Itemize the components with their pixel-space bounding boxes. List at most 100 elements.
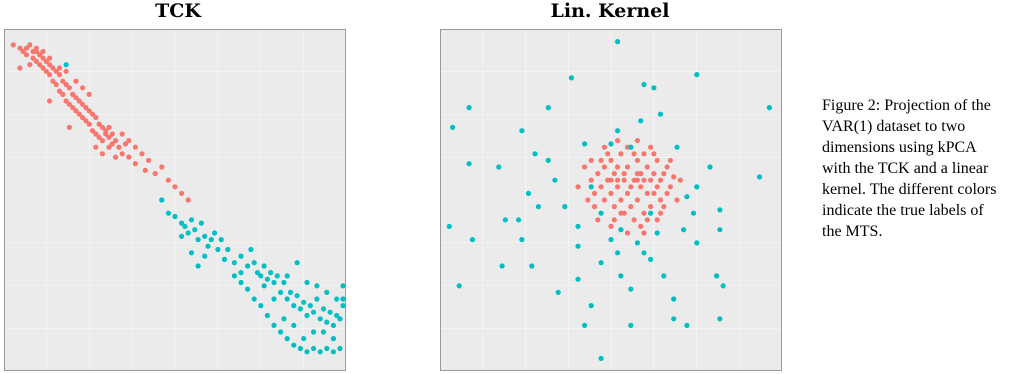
- tck-point-series-1: [126, 138, 132, 144]
- tck-point-series-2: [202, 253, 208, 259]
- lin-kernel-point-series-1: [641, 151, 647, 157]
- tck-point-series-1: [93, 144, 99, 150]
- lin-kernel-point-series-2: [575, 276, 581, 282]
- lin-kernel-point-series-1: [638, 184, 644, 190]
- tck-point-series-2: [215, 246, 221, 253]
- tck-point-series-2: [63, 62, 69, 68]
- tck-point-series-1: [53, 81, 59, 88]
- tck-point-series-1: [132, 144, 138, 150]
- lin-kernel-point-series-2: [588, 303, 594, 309]
- tck-point-series-2: [324, 319, 330, 325]
- lin-kernel-point-series-1: [628, 204, 634, 210]
- lin-kernel-point-series-1: [618, 197, 624, 203]
- tck-point-series-1: [33, 58, 39, 64]
- tck-point-series-1: [33, 48, 39, 55]
- lin-kernel-point-series-1: [624, 164, 631, 170]
- tck-point-series-2: [294, 293, 300, 299]
- tck-point-series-2: [245, 263, 251, 269]
- tck-point-series-2: [324, 289, 330, 295]
- tck-point-series-2: [212, 230, 218, 236]
- tck-point-series-2: [264, 312, 270, 319]
- chart-title-lin-kernel: Lin. Kernel: [550, 0, 670, 22]
- lin-kernel-point-series-2: [575, 223, 581, 229]
- lin-kernel-point-series-2: [519, 128, 525, 134]
- lin-kernel-point-series-1: [601, 197, 607, 203]
- lin-kernel-point-series-2: [641, 250, 647, 256]
- lin-kernel-point-series-1: [651, 151, 657, 157]
- tck-point-series-2: [261, 283, 267, 289]
- lin-kernel-point-series-1: [601, 164, 607, 170]
- tck-point-series-1: [126, 154, 132, 160]
- tck-point-series-1: [73, 78, 79, 84]
- tck-point-series-1: [27, 62, 33, 68]
- tck-point-series-1: [23, 45, 30, 51]
- lin-kernel-point-series-1: [615, 164, 621, 170]
- tck-point-series-2: [268, 270, 274, 276]
- tck-point-series-2: [264, 276, 270, 282]
- lin-kernel-point-series-2: [661, 273, 667, 279]
- tck-point-series-2: [301, 336, 307, 342]
- lin-kernel-point-series-1: [667, 184, 673, 190]
- tck-point-series-2: [337, 316, 343, 322]
- lin-kernel-point-series-1: [611, 217, 617, 223]
- lin-kernel-point-series-1: [628, 184, 634, 190]
- lin-kernel-point-series-1: [661, 171, 667, 177]
- lin-kernel-point-series-2: [694, 72, 700, 78]
- lin-kernel-point-series-2: [552, 177, 558, 183]
- tck-point-series-1: [27, 42, 33, 48]
- tck-point-series-1: [119, 131, 125, 137]
- lin-kernel-point-series-2: [615, 39, 621, 45]
- tck-point-series-1: [172, 184, 178, 190]
- lin-kernel-point-series-2: [657, 111, 664, 117]
- tck-point-series-1: [50, 78, 56, 84]
- tck-point-series-2: [258, 303, 264, 309]
- tck-point-series-2: [317, 316, 323, 322]
- lin-kernel-point-series-1: [651, 190, 657, 196]
- tck-point-series-2: [179, 220, 185, 226]
- tck-point-series-1: [109, 131, 115, 137]
- tck-point-series-1: [106, 124, 112, 130]
- tck-point-series-2: [238, 253, 244, 259]
- tck-point-series-1: [20, 48, 26, 55]
- tck-point-series-1: [60, 78, 66, 84]
- tck-point-series-1: [63, 68, 69, 74]
- lin-kernel-point-series-1: [608, 177, 614, 183]
- lin-kernel-point-series-2: [618, 273, 624, 279]
- lin-kernel-point-series-2: [525, 190, 532, 196]
- tck-point-series-2: [221, 256, 228, 262]
- tck-point-series-2: [340, 296, 346, 302]
- lin-kernel-point-series-2: [598, 260, 604, 266]
- tck-point-series-2: [320, 329, 327, 335]
- tck-point-series-1: [43, 68, 49, 74]
- lin-kernel-point-series-1: [598, 157, 604, 163]
- lin-kernel-point-series-1: [641, 210, 647, 216]
- tck-point-series-2: [294, 260, 300, 266]
- lin-kernel-point-series-2: [671, 296, 677, 302]
- lin-kernel-point-series-1: [621, 177, 627, 183]
- tck-point-series-1: [40, 55, 46, 61]
- tck-point-series-1: [80, 85, 86, 91]
- tck-point-series-1: [53, 68, 59, 74]
- lin-kernel-point-series-1: [608, 157, 614, 163]
- tck-point-series-2: [225, 246, 231, 253]
- tck-point-series-2: [218, 237, 224, 243]
- lin-kernel-point-series-1: [657, 177, 664, 183]
- tck-point-series-1: [86, 108, 92, 114]
- lin-kernel-point-series-1: [618, 151, 624, 157]
- lin-kernel-point-series-1: [634, 177, 640, 183]
- tck-point-series-1: [40, 65, 46, 71]
- tck-point-series-2: [198, 220, 204, 226]
- tck-point-series-1: [86, 91, 92, 97]
- tck-point-series-2: [311, 329, 317, 335]
- tck-point-series-1: [152, 171, 158, 177]
- tck-point-series-2: [172, 213, 178, 220]
- lin-kernel-point-series-1: [654, 217, 660, 223]
- tck-point-series-2: [340, 303, 346, 309]
- tck-point-series-2: [291, 342, 297, 348]
- tck-point-series-1: [139, 151, 145, 157]
- lin-kernel-point-series-1: [638, 223, 644, 229]
- tck-point-series-1: [47, 62, 53, 68]
- lin-kernel-point-series-2: [674, 144, 680, 150]
- lin-kernel-point-series-1: [608, 223, 614, 229]
- tck-point-series-1: [30, 55, 36, 61]
